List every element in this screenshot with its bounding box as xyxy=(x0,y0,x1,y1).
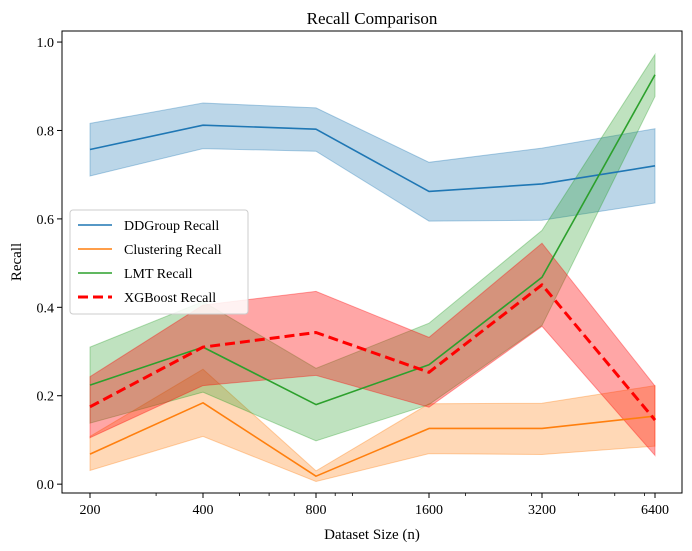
line-series-2 xyxy=(89,74,656,406)
band-series-0 xyxy=(89,102,656,222)
legend-label: Clustering Recall xyxy=(124,243,222,258)
band-series-3 xyxy=(89,242,656,457)
legend: DDGroup Recall Clustering Recall LMT Recal… xyxy=(69,209,249,315)
line-series-3 xyxy=(89,283,657,422)
y-tick-label: 0.6 xyxy=(37,213,55,228)
y-axis-ticks: 0.0 0.2 0.4 0.6 0.8 1.0 xyxy=(37,36,62,493)
legend-label: LMT Recall xyxy=(124,267,193,282)
x-axis-ticks: 200 400 800 1600 3200 6400 xyxy=(80,493,669,518)
x-tick-label: 800 xyxy=(306,503,327,518)
series-lines xyxy=(89,74,657,478)
y-tick-label: 0.2 xyxy=(37,390,55,405)
x-tick-label: 1600 xyxy=(415,503,443,518)
x-tick-label: 6400 xyxy=(641,503,669,518)
band-series-1 xyxy=(89,368,656,483)
line-series-0 xyxy=(89,124,656,193)
y-axis-label: Recall xyxy=(9,243,25,281)
y-tick-label: 1.0 xyxy=(37,36,55,51)
plot-frame xyxy=(61,30,683,494)
legend-label: DDGroup Recall xyxy=(124,219,219,234)
x-tick-label: 400 xyxy=(193,503,214,518)
y-tick-label: 0.8 xyxy=(37,124,55,139)
line-series-1 xyxy=(89,402,656,478)
y-tick-label: 0.0 xyxy=(37,478,55,493)
legend-label: XGBoost Recall xyxy=(124,291,216,306)
x-tick-label: 3200 xyxy=(528,503,556,518)
y-tick-label: 0.4 xyxy=(37,301,55,316)
x-tick-label: 200 xyxy=(80,503,101,518)
chart-title: Recall Comparison xyxy=(307,9,438,28)
x-axis-label: Dataset Size (n) xyxy=(324,527,420,543)
legend-box xyxy=(69,209,249,315)
